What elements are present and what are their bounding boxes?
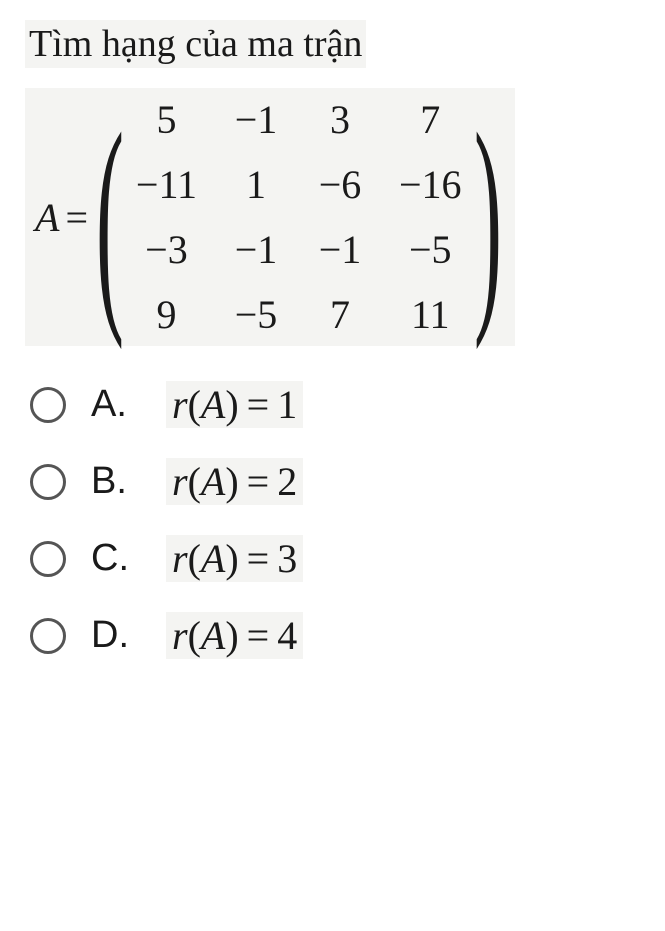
- matrix-label: A: [35, 194, 59, 241]
- option-c[interactable]: C. r(A) = 3: [30, 535, 640, 582]
- cell: 7: [315, 291, 365, 338]
- cell: −5: [399, 226, 462, 273]
- cell: 1: [231, 161, 281, 208]
- options-list: A. r(A) = 1 B. r(A) = 2 C. r(A) = 3 D. r…: [25, 381, 640, 659]
- option-letter: A.: [91, 383, 141, 426]
- cell: −16: [399, 161, 462, 208]
- cell: −5: [231, 291, 281, 338]
- radio-icon[interactable]: [30, 541, 66, 577]
- option-expression: r(A) = 3: [166, 535, 303, 582]
- cell: 5: [136, 96, 197, 143]
- cell: −1: [231, 96, 281, 143]
- option-expression: r(A) = 1: [166, 381, 303, 428]
- option-a[interactable]: A. r(A) = 1: [30, 381, 640, 428]
- matrix-grid: 5 −1 3 7 −11 1 −6 −16 −3 −1 −1 −5 9 −5 7…: [128, 96, 470, 338]
- radio-icon[interactable]: [30, 387, 66, 423]
- cell: 7: [399, 96, 462, 143]
- cell: −11: [136, 161, 197, 208]
- radio-icon[interactable]: [30, 618, 66, 654]
- option-expression: r(A) = 4: [166, 612, 303, 659]
- matrix-block: A = ( 5 −1 3 7 −11 1 −6 −16 −3 −1 −1 −5 …: [25, 88, 515, 346]
- option-expression: r(A) = 2: [166, 458, 303, 505]
- cell: 3: [315, 96, 365, 143]
- cell: −1: [315, 226, 365, 273]
- cell: 9: [136, 291, 197, 338]
- option-letter: B.: [91, 460, 141, 503]
- option-letter: C.: [91, 537, 141, 580]
- left-paren: (: [96, 97, 124, 337]
- radio-icon[interactable]: [30, 464, 66, 500]
- cell: −1: [231, 226, 281, 273]
- question-title: Tìm hạng của ma trận: [25, 20, 366, 68]
- right-paren: ): [474, 97, 502, 337]
- option-letter: D.: [91, 614, 141, 657]
- cell: −6: [315, 161, 365, 208]
- equals-sign: =: [65, 194, 88, 241]
- cell: −3: [136, 226, 197, 273]
- option-d[interactable]: D. r(A) = 4: [30, 612, 640, 659]
- option-b[interactable]: B. r(A) = 2: [30, 458, 640, 505]
- cell: 11: [399, 291, 462, 338]
